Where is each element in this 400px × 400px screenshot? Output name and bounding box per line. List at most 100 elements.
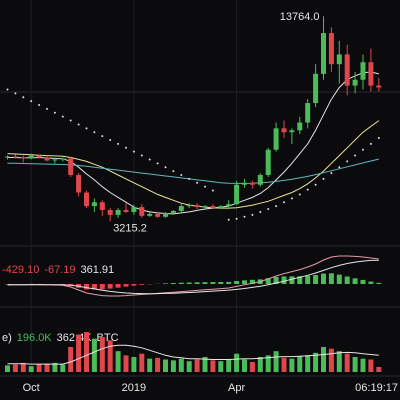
candle-body [265,149,271,175]
volume-bar [210,360,216,372]
sar-dot [227,218,230,221]
sar-dot [275,205,278,208]
candle-body [360,62,366,80]
sar-dot [93,131,96,134]
macd-bar [194,282,200,284]
macd-bar [234,281,240,284]
macd-bar [91,284,97,290]
sar-dot [117,142,120,145]
candle-body [249,182,255,185]
sar-dot [251,213,254,216]
macd-bar [202,282,208,284]
volume-bar [36,364,42,372]
volume-bar [226,359,232,372]
candle-body [76,175,82,193]
candle-body [107,210,113,215]
candle-body [99,202,105,210]
macd-bar [123,284,129,287]
candle-body [218,206,224,209]
macd-bar [368,281,374,284]
plot: Oct 2019 Apr 13764.0 3215.2 -429.10 -67.19 361.… [2,11,382,394]
sar-dot [204,185,206,188]
volume-bar [305,355,311,372]
volume-bar [186,361,192,372]
candle-body [91,202,97,207]
volume-bar [328,348,334,372]
macd-bar [170,283,176,284]
indicator-readout: 196.0K [17,332,53,344]
time-label: 06:19:17 [355,382,398,394]
volume-bar [91,338,97,372]
volume-bar [155,357,161,372]
indicator-line [7,344,379,365]
macd-bar [273,276,279,284]
sar-dot [148,158,151,161]
volume-bar [297,356,303,372]
sar-dot [243,215,246,218]
sar-dot [6,88,9,91]
macd-bar [313,275,319,284]
candle-body [28,155,34,159]
volume-bar [234,353,240,372]
sar-dot [369,142,372,145]
volume-bar [242,359,247,372]
sar-dot [172,170,175,173]
volume-bar [352,357,358,372]
sar-dot [156,162,159,165]
volume-bar [68,347,74,372]
volume-bar [218,361,224,372]
sar-dot [77,123,80,126]
volume-bar [376,367,382,372]
sar-dot [53,111,56,114]
indicator-line [7,255,379,297]
sar-dot [306,188,309,191]
volume-bar [44,363,50,372]
macd-bar [107,284,113,289]
candle-body [5,156,10,158]
macd-bar [376,282,382,284]
volume-bar [76,334,82,372]
macd-bar [336,274,342,284]
macd-bar [344,276,350,284]
sar-dot [346,160,349,163]
sar-dot [85,127,88,130]
macd-bar [218,281,224,284]
candle-body [163,212,168,217]
volume-bar [115,351,121,372]
candle-body [281,128,287,133]
candle-body [44,157,50,161]
volume-bar [178,358,184,372]
sar-dot [298,193,301,196]
candle-body [60,158,66,160]
candle-body [226,204,232,207]
candle-body [131,207,137,212]
macd-bar [305,275,311,284]
volume-bar [313,352,319,372]
candle-body [234,184,240,205]
macd-bar [131,284,137,286]
volume-bar [131,357,137,372]
volume-bar [139,353,145,372]
candle-body [368,62,374,86]
candle-body [336,54,342,65]
sar-dot [38,104,41,106]
volume-bar [194,359,200,372]
macd-bar [297,276,303,284]
sar-dot [101,135,104,138]
candle-body [186,205,192,207]
candle-body [20,157,26,159]
sar-dot [330,172,333,175]
volume-bar [107,340,113,372]
sar-dot [14,92,17,95]
max-label: 13764.0 [280,11,320,23]
sar-dot [196,181,199,184]
macd-bar [99,284,105,290]
macd-bar [139,284,145,285]
indicator-readout: e) [2,332,12,344]
sar-dot [362,148,364,151]
candle-body [376,85,382,88]
volume-bar [368,359,374,372]
volume-bar [257,357,263,372]
